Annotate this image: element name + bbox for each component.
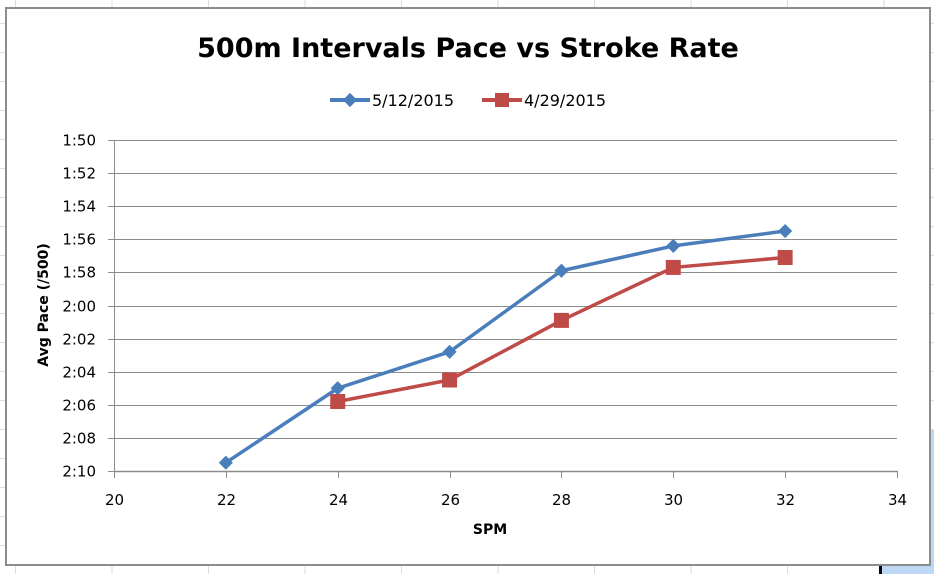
legend: 5/12/2015 4/29/2015 [330,91,606,110]
y-tick-label: 2:00 [62,298,96,316]
y-tick-label: 1:50 [62,132,96,150]
y-tick-label: 1:58 [62,264,96,282]
y-tick-label: 2:06 [62,397,96,415]
y-tick-label: 1:54 [62,198,96,216]
legend-label-series-2: 4/29/2015 [524,91,606,110]
x-tick-label: 22 [217,491,236,509]
data-point-square [665,259,681,275]
x-axis-title: SPM [473,522,507,538]
data-point-square [553,312,569,328]
y-axis-ticks: 1:50 1:52 1:54 1:56 1:58 2:00 2:02 2:04 2:06 2:08… [62,132,114,481]
y-tick-label: 1:52 [62,165,96,183]
y-axis-title: Avg Pace (/500) [36,243,52,367]
series-layer [218,223,793,470]
x-tick-label: 28 [552,491,571,509]
chart-title: 500m Intervals Pace vs Stroke Rate [197,33,739,64]
x-tick-label: 34 [888,491,907,509]
y-tick-label: 2:04 [62,364,96,382]
series-1 [218,223,793,470]
x-tick-label: 24 [329,491,348,509]
y-tick-label: 2:02 [62,331,96,349]
legend-marker-square [495,93,509,107]
gridlines [114,140,897,439]
data-point-diamond [554,263,569,278]
series-line [224,229,786,465]
data-point-square [777,250,793,266]
y-tick-label: 2:08 [62,430,96,448]
data-point-square [442,372,458,388]
x-tick-label: 30 [664,491,683,509]
series-line [337,255,786,404]
legend-label-series-1: 5/12/2015 [372,91,454,110]
x-tick-label: 26 [441,491,460,509]
data-point-square [330,393,346,409]
legend-item-series-2: 4/29/2015 [482,91,606,110]
chart-area[interactable] [5,7,931,566]
data-point-diamond [330,381,345,396]
y-tick-label: 2:10 [62,463,96,481]
series-2 [330,250,793,409]
y-tick-label: 1:56 [62,231,96,249]
legend-marker-diamond [342,92,358,108]
data-point-diamond [778,223,793,239]
x-tick-label: 20 [105,491,124,509]
data-point-diamond [442,344,457,359]
legend-item-series-1: 5/12/2015 [330,91,454,110]
data-point-diamond [666,238,681,253]
data-point-diamond [218,455,233,470]
x-axis-ticks: 20 22 24 26 28 30 32 34 [105,471,907,509]
x-tick-label: 32 [776,491,795,509]
axes [114,140,898,477]
